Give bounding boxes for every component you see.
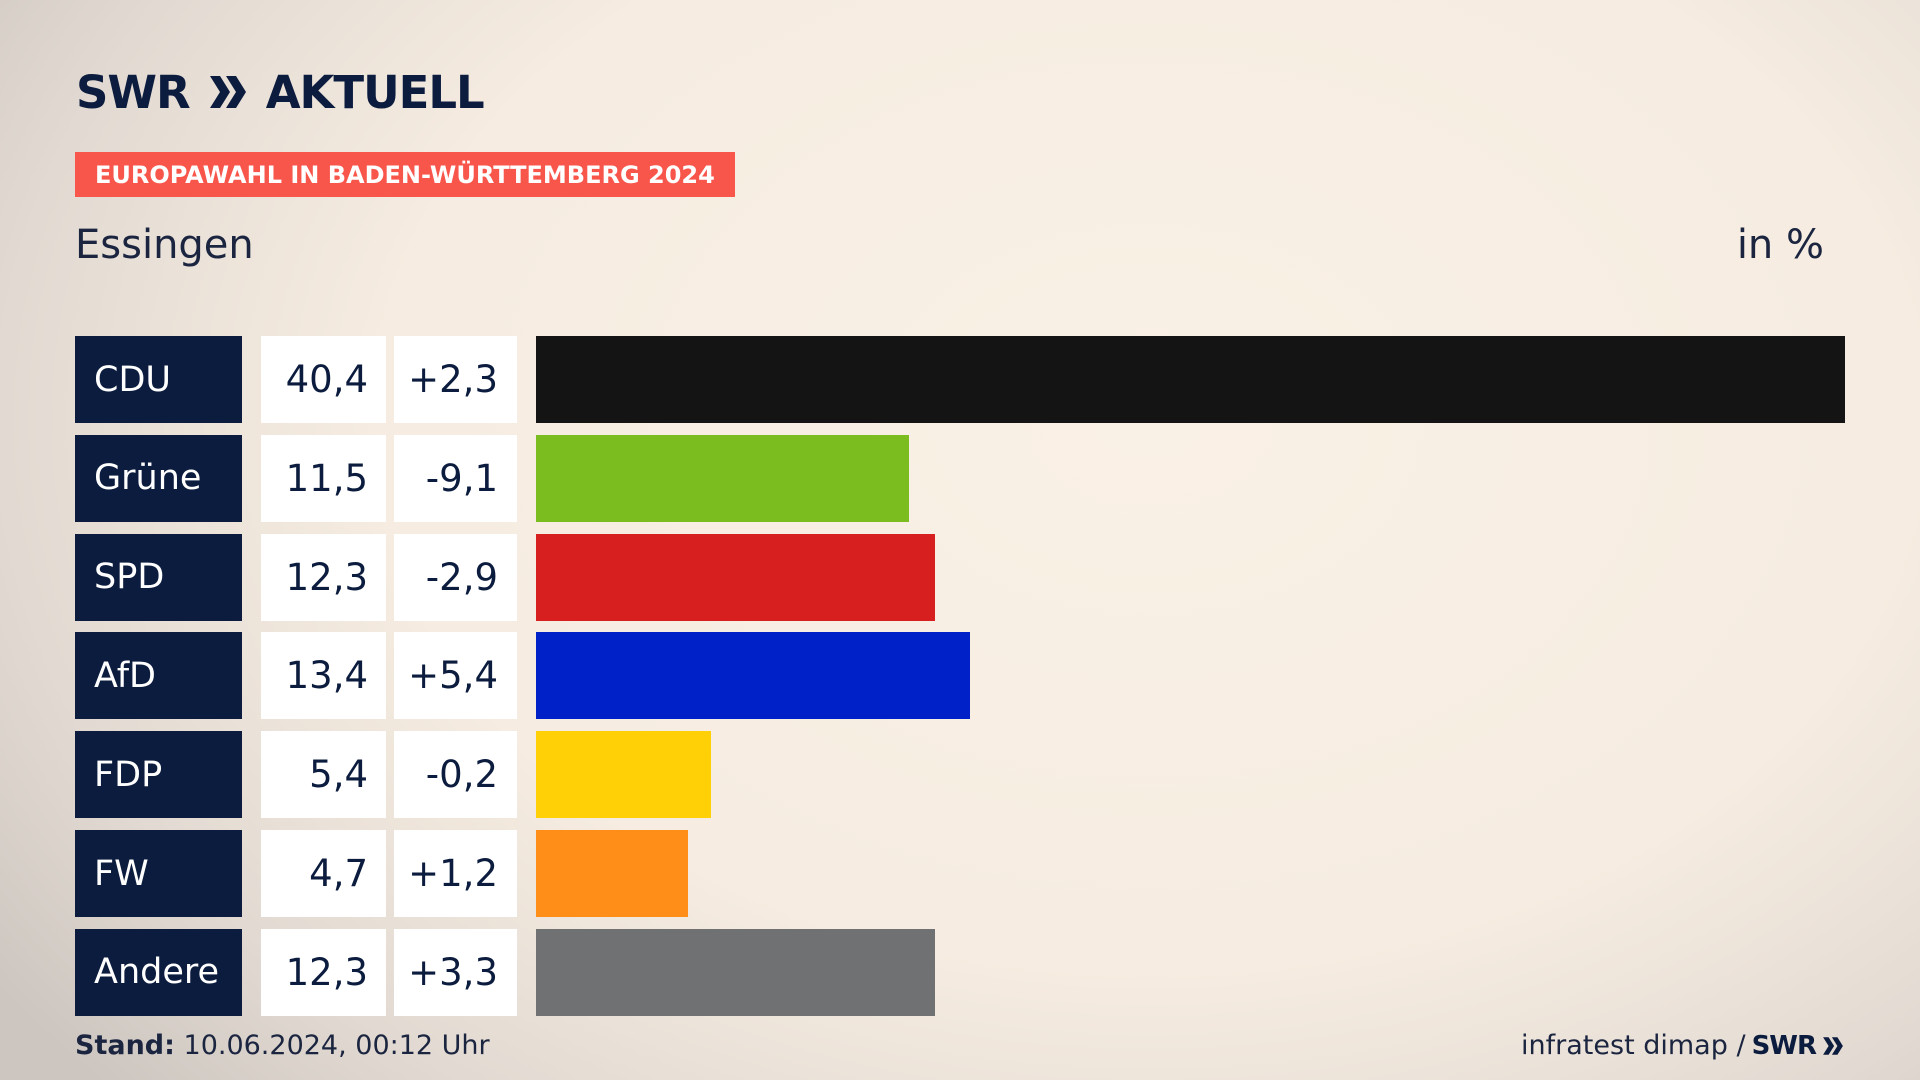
vote-share-label: 5,4 — [261, 731, 386, 819]
vote-share-label: 13,4 — [261, 632, 386, 720]
result-row: Grüne 11,5 -9,1 — [75, 434, 1845, 522]
party-label: FW — [75, 830, 242, 917]
change-label: -2,9 — [394, 533, 517, 621]
party-label: CDU — [75, 336, 242, 423]
footer-swr-text: SWR — [1751, 1030, 1817, 1061]
place-title: Essingen — [75, 222, 254, 268]
result-bar — [536, 632, 971, 720]
party-label: SPD — [75, 533, 242, 621]
result-bar — [536, 434, 909, 522]
vote-share-label: 12,3 — [261, 533, 386, 621]
change-label: +5,4 — [394, 632, 517, 720]
vote-share-label: 11,5 — [261, 434, 386, 522]
stand-value: 10.06.2024, 00:12 Uhr — [183, 1030, 490, 1061]
vote-share-label: 12,3 — [261, 928, 386, 1016]
party-label: FDP — [75, 731, 242, 819]
change-label: +2,3 — [394, 336, 517, 423]
result-row: CDU 40,4 +2,3 — [75, 336, 1845, 423]
swr-aktuell-logo: SWR AKTUELL — [76, 65, 485, 119]
change-label: -0,2 — [394, 731, 517, 819]
party-label: AfD — [75, 632, 242, 720]
double-chevron-small-icon — [1823, 1036, 1843, 1055]
result-row: SPD 12,3 -2,9 — [75, 533, 1845, 621]
result-row: AfD 13,4 +5,4 — [75, 632, 1845, 720]
source-credit: infratest dimap / SWR — [1521, 1030, 1844, 1061]
vote-share-label: 4,7 — [261, 830, 386, 917]
result-bar — [536, 336, 1845, 423]
result-bar — [536, 830, 689, 917]
source-label: infratest dimap / — [1521, 1030, 1746, 1061]
election-tag: EUROPAWAHL IN BADEN-WÜRTTEMBERG 2024 — [75, 152, 735, 197]
result-row: FW 4,7 +1,2 — [75, 830, 1845, 917]
result-bar — [536, 731, 711, 819]
change-label: -9,1 — [394, 434, 517, 522]
logo-aktuell-text: AKTUELL — [265, 65, 485, 119]
result-row: Andere 12,3 +3,3 — [75, 928, 1845, 1016]
change-label: +1,2 — [394, 830, 517, 917]
double-chevron-icon — [209, 76, 246, 108]
result-row: FDP 5,4 -0,2 — [75, 731, 1845, 819]
result-bar — [536, 928, 935, 1016]
change-label: +3,3 — [394, 928, 517, 1016]
timestamp: Stand: 10.06.2024, 00:12 Uhr — [75, 1030, 490, 1061]
logo-swr-text: SWR — [76, 65, 191, 119]
unit-label: in % — [1736, 222, 1824, 268]
party-label: Grüne — [75, 434, 242, 522]
stand-label: Stand: — [75, 1030, 175, 1061]
result-bar — [536, 533, 935, 621]
party-label: Andere — [75, 928, 242, 1016]
vote-share-label: 40,4 — [261, 336, 386, 423]
